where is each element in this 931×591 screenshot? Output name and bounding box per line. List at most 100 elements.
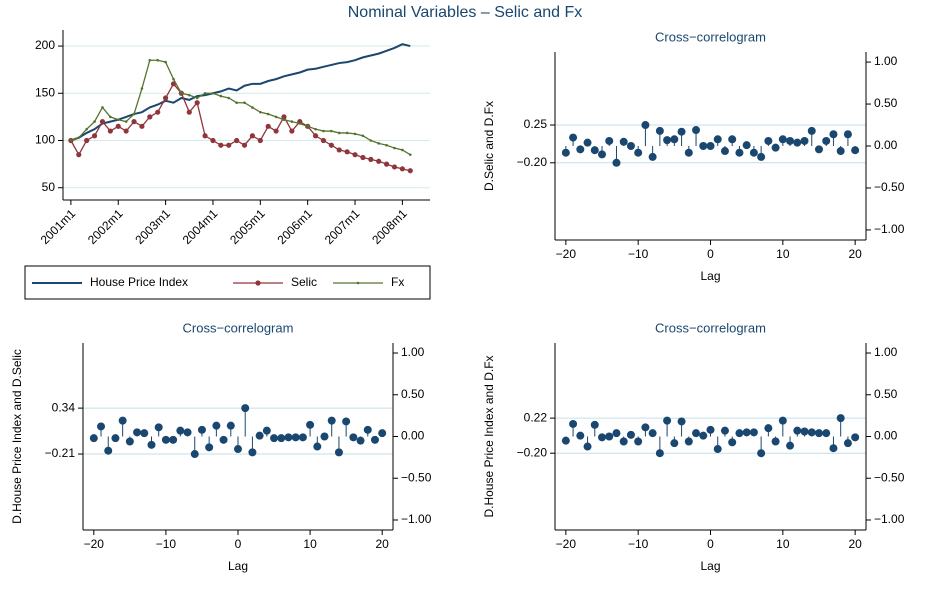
marker bbox=[109, 115, 112, 119]
spike-marker bbox=[836, 147, 845, 156]
spike-marker bbox=[786, 136, 795, 145]
spike-marker bbox=[298, 433, 307, 442]
figure-title: Nominal Variables – Selic and Fx bbox=[348, 4, 582, 21]
marker bbox=[132, 112, 136, 116]
marker bbox=[140, 87, 144, 90]
marker bbox=[314, 127, 317, 131]
marker bbox=[99, 119, 106, 125]
marker bbox=[385, 143, 388, 147]
y-tick-label: −0.20 bbox=[517, 445, 548, 459]
marker bbox=[328, 142, 334, 148]
y2-tick-label: −1.00 bbox=[874, 222, 905, 236]
spike-marker bbox=[234, 445, 242, 454]
panel-title: Cross−correlogram bbox=[655, 320, 766, 335]
marker bbox=[259, 110, 262, 114]
marker bbox=[156, 58, 160, 62]
marker bbox=[376, 158, 382, 164]
marker bbox=[257, 137, 263, 144]
marker bbox=[320, 137, 327, 144]
x-tick-label: 10 bbox=[776, 247, 790, 261]
x-tick-label: 2005m1 bbox=[227, 206, 268, 247]
marker bbox=[401, 148, 404, 152]
x-tick-label: 2002m1 bbox=[85, 206, 126, 247]
legend-label: Fx bbox=[391, 275, 404, 289]
marker bbox=[336, 147, 342, 153]
marker bbox=[377, 142, 380, 145]
spike-marker bbox=[793, 138, 802, 147]
spike-marker bbox=[641, 423, 650, 432]
spike-marker bbox=[800, 427, 809, 436]
marker bbox=[306, 125, 309, 128]
spike-marker bbox=[284, 433, 293, 442]
marker bbox=[251, 106, 254, 109]
legend-marker bbox=[356, 281, 360, 285]
spike-marker bbox=[356, 436, 365, 445]
panel-title: Cross−correlogram bbox=[655, 29, 766, 44]
marker bbox=[266, 112, 270, 116]
spike-marker bbox=[851, 146, 860, 155]
spike-marker bbox=[219, 435, 228, 444]
spike-marker bbox=[843, 130, 852, 139]
spike-marker bbox=[154, 423, 163, 432]
spike-marker bbox=[605, 136, 614, 145]
marker bbox=[226, 142, 232, 148]
marker bbox=[408, 153, 412, 156]
marker bbox=[77, 136, 81, 139]
marker bbox=[163, 95, 169, 101]
marker bbox=[243, 101, 246, 105]
spike-marker bbox=[713, 445, 722, 454]
spike-marker bbox=[205, 443, 214, 452]
spike-marker bbox=[342, 417, 351, 426]
marker bbox=[330, 129, 333, 133]
x-tick-label: 0 bbox=[707, 537, 714, 551]
y2-tick-label: 0.50 bbox=[874, 96, 898, 110]
spike-marker bbox=[713, 135, 722, 144]
spike-marker bbox=[169, 435, 178, 444]
spike-marker bbox=[641, 121, 650, 130]
y-tick-label: −0.21 bbox=[45, 446, 76, 460]
spike-marker bbox=[111, 434, 120, 443]
marker bbox=[322, 129, 325, 133]
spike-marker bbox=[320, 432, 329, 441]
spike-marker bbox=[612, 158, 621, 167]
marker bbox=[227, 96, 231, 100]
spike-marker bbox=[728, 135, 737, 144]
spike-marker bbox=[663, 416, 672, 425]
x-tick-label: −10 bbox=[628, 247, 649, 261]
spike-marker bbox=[619, 137, 628, 146]
spike-marker bbox=[814, 145, 823, 154]
spike-marker bbox=[561, 148, 570, 157]
spike-marker bbox=[125, 437, 134, 446]
spike-marker bbox=[140, 429, 149, 438]
spike-marker bbox=[378, 429, 387, 438]
y-axis-label: D.House Price Index and D.Selic bbox=[10, 349, 24, 524]
x-tick-label: −10 bbox=[628, 537, 649, 551]
spike-marker bbox=[569, 419, 578, 428]
x-tick-label: 20 bbox=[376, 537, 390, 551]
spike-marker bbox=[757, 449, 766, 458]
spike-marker bbox=[822, 136, 831, 145]
spike-marker bbox=[327, 416, 336, 425]
spike-marker bbox=[590, 420, 599, 429]
spike-marker bbox=[655, 126, 664, 135]
x-axis-label: Lag bbox=[700, 559, 720, 573]
spike-marker bbox=[583, 442, 592, 451]
spike-marker bbox=[634, 148, 643, 157]
marker bbox=[187, 93, 191, 97]
legend-label: House Price Index bbox=[90, 275, 188, 289]
marker bbox=[337, 131, 341, 135]
legend: House Price Index Selic Fx bbox=[24, 265, 431, 300]
spike-marker bbox=[829, 130, 838, 139]
spike-marker bbox=[583, 138, 592, 147]
spike-marker bbox=[306, 420, 315, 429]
spike-marker bbox=[843, 439, 852, 448]
marker bbox=[298, 122, 302, 125]
marker bbox=[282, 118, 286, 122]
spike-marker bbox=[771, 437, 780, 446]
marker bbox=[195, 96, 199, 100]
spike-marker bbox=[619, 437, 628, 446]
x-tick-label: 10 bbox=[303, 537, 317, 551]
marker bbox=[93, 120, 96, 123]
marker bbox=[123, 128, 129, 134]
spike-marker bbox=[677, 417, 686, 426]
